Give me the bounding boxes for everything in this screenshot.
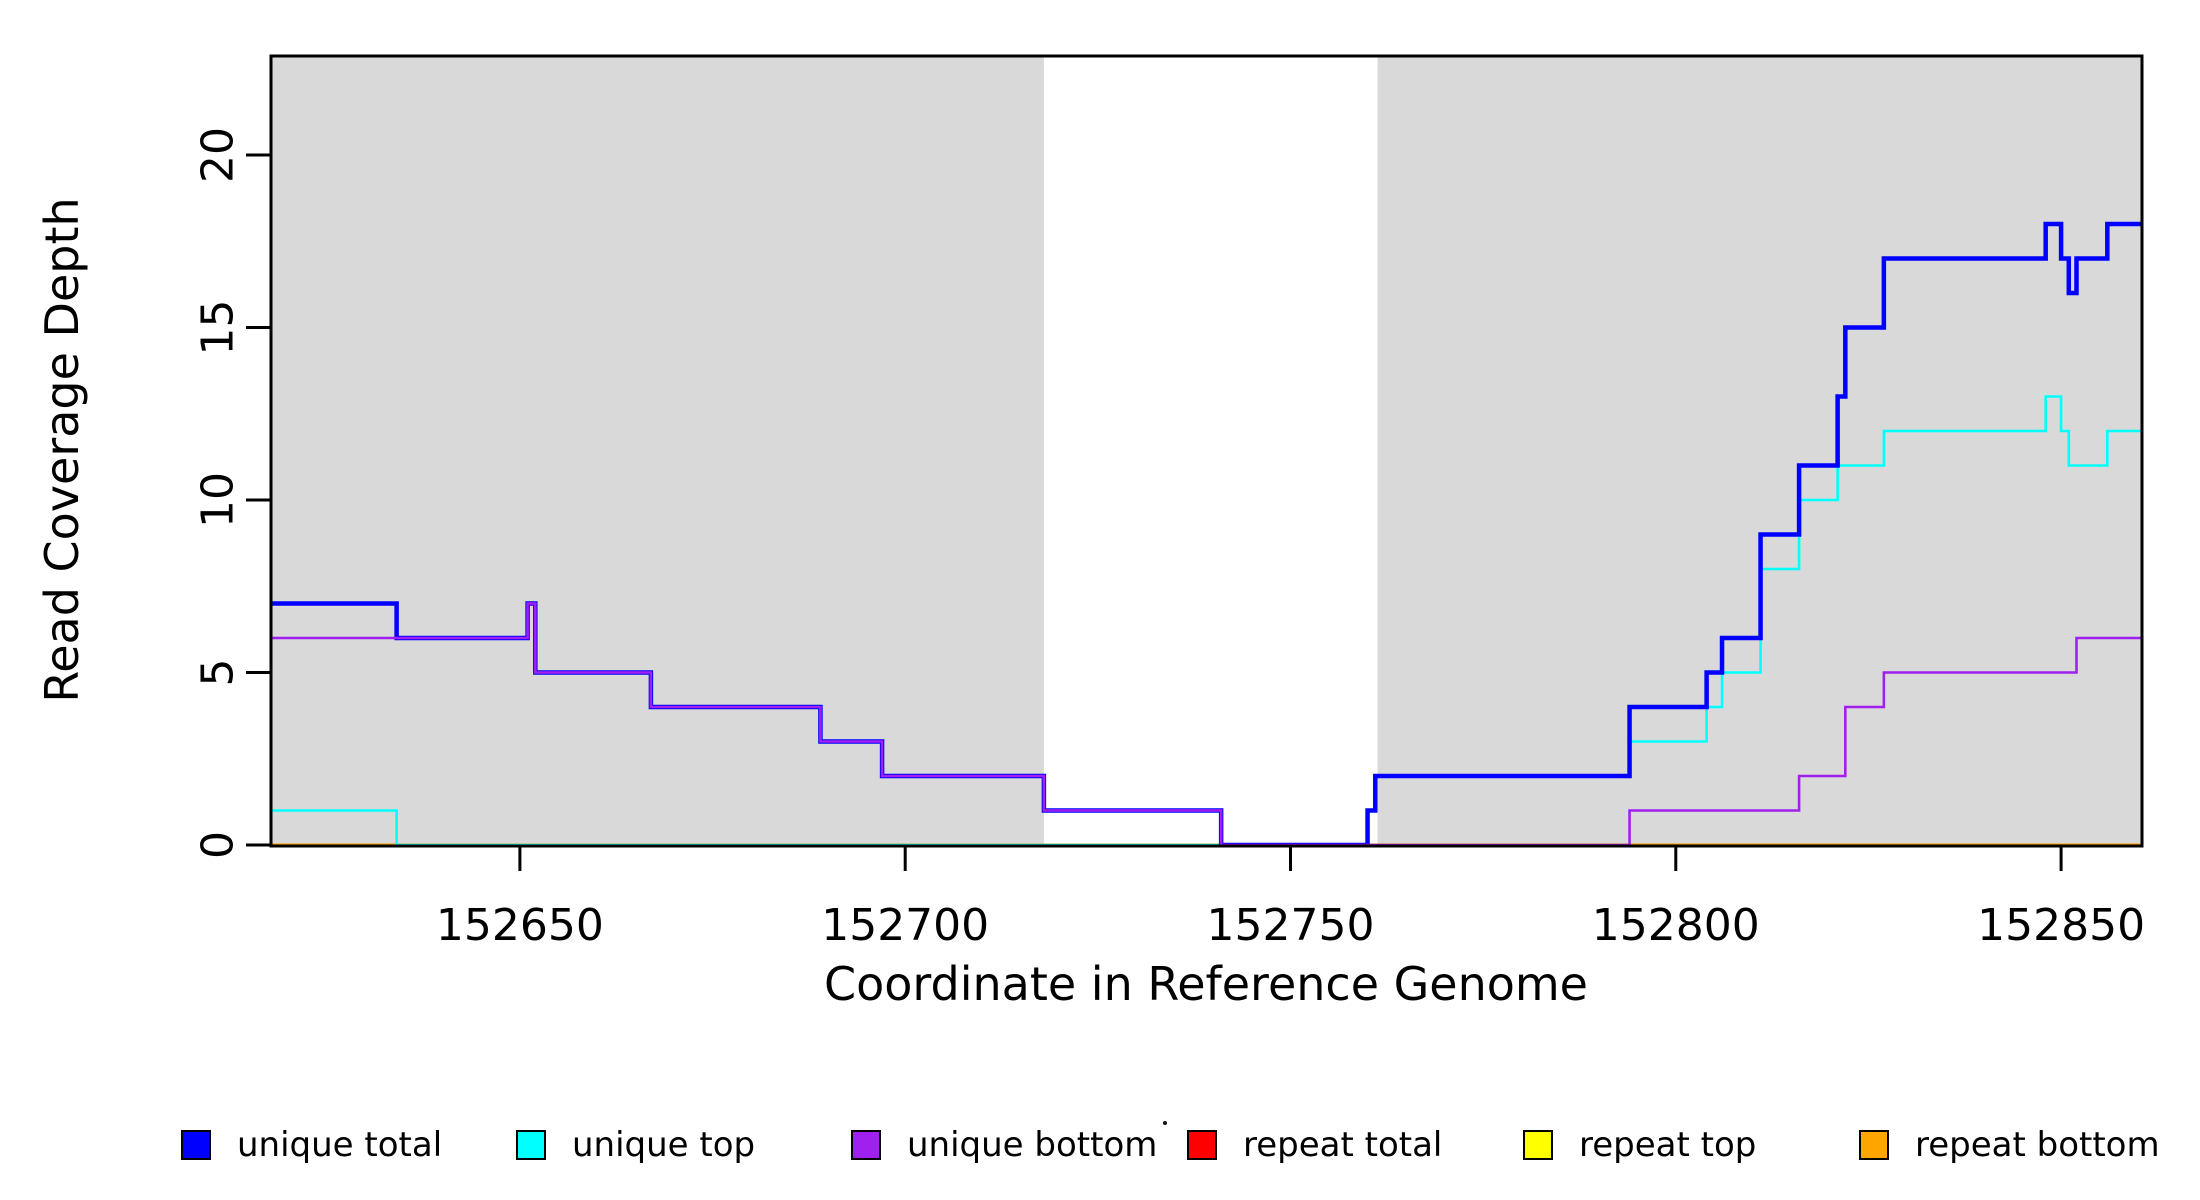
x-tick-label: 152850 (1977, 900, 2145, 951)
legend-swatch-repeat-total (1187, 1130, 1217, 1160)
legend-label-unique-total: unique total (237, 1125, 443, 1165)
legend-item-repeat-bottom: repeat bottom (1859, 1128, 2160, 1162)
y-tick-label: 20 (193, 127, 244, 183)
series-unique-bottom-line (271, 602, 2142, 847)
y-axis-title: Read Coverage Depth (35, 197, 89, 702)
legend-item-repeat-total: repeat total (1187, 1128, 1442, 1162)
stray-dot-artifact (1163, 1121, 1167, 1125)
legend-item-unique-total: unique total (181, 1128, 442, 1162)
legend-label-repeat-bottom: repeat bottom (1915, 1125, 2160, 1165)
x-axis-title: Coordinate in Reference Genome (824, 957, 1588, 1011)
legend-swatch-unique-top (516, 1130, 546, 1160)
legend-label-repeat-total: repeat total (1243, 1125, 1443, 1165)
y-tick-label: 5 (193, 659, 244, 687)
x-tick-label: 152800 (1592, 900, 1760, 951)
shaded-regions-layer (271, 56, 2142, 846)
legend-label-repeat-top: repeat top (1579, 1125, 1757, 1165)
legend-label-unique-top: unique top (572, 1125, 756, 1165)
plot-border-box (269, 54, 2144, 848)
x-tick-label: 152650 (436, 900, 604, 951)
x-tick-label: 152750 (1207, 900, 1375, 951)
legend-item-unique-bottom: unique bottom (851, 1128, 1157, 1162)
axis-layer: 152650 152700 152750 152800 152850 0 5 10 15 20 (193, 127, 2146, 951)
legend-item-unique-top: unique top (516, 1128, 755, 1162)
y-tick-label: 0 (193, 831, 244, 859)
x-tick-label: 152700 (821, 900, 989, 951)
y-tick-label: 15 (193, 300, 244, 356)
legend-label-unique-bottom: unique bottom (907, 1125, 1158, 1165)
shaded-region-2 (1377, 56, 2142, 846)
shaded-region-1 (271, 56, 1044, 846)
legend-swatch-repeat-top (1523, 1130, 1553, 1160)
legend-swatch-unique-bottom (851, 1130, 881, 1160)
legend-item-repeat-top: repeat top (1523, 1128, 1756, 1162)
y-tick-label: 10 (193, 472, 244, 528)
legend-swatch-repeat-bottom (1859, 1130, 1889, 1160)
legend-swatch-unique-total (181, 1130, 211, 1160)
